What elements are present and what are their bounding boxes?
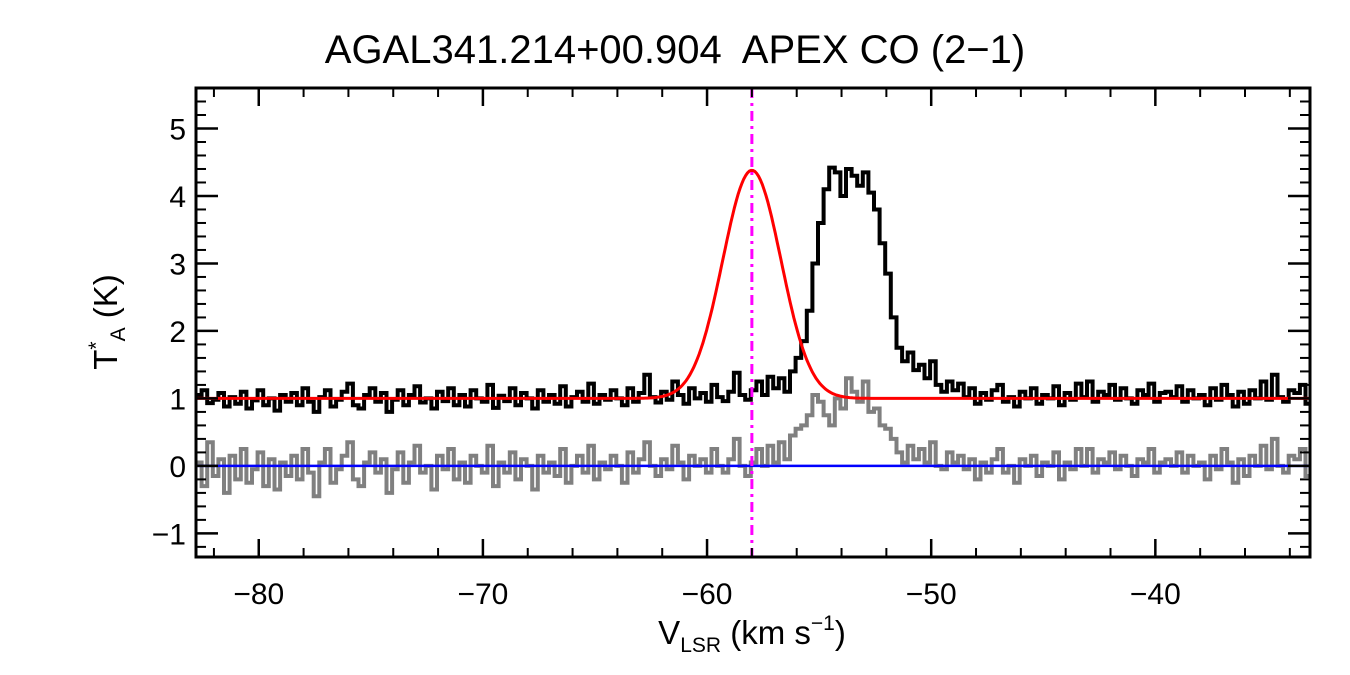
y-tick-label: 5 [169, 113, 186, 146]
x-axis-label-unit-close: ) [834, 614, 846, 651]
y-axis-label-main: T [87, 349, 124, 370]
gaussian-fit-curve [196, 168, 1310, 400]
x-axis-label-sub: LSR [680, 634, 722, 657]
residual-spectrum-line [196, 376, 1310, 499]
y-tick-label: 4 [169, 181, 186, 214]
chart-title: AGAL341.214+00.904 APEX CO (2−1) [324, 28, 1026, 72]
y-axis-label-unit: (K) [87, 274, 124, 328]
y-tick-label: 3 [169, 248, 186, 281]
x-tick-label: −50 [906, 578, 957, 611]
y-axis-label: T*A (K) [85, 274, 131, 370]
y-axis-label-sup: * [85, 341, 108, 350]
x-axis-label: VLSR (km s−1) [658, 612, 846, 658]
y-tick-label: 0 [169, 451, 186, 484]
x-tick-label: −70 [457, 578, 508, 611]
y-axis-label-sub: A [107, 327, 130, 342]
observed-spectrum-line [196, 165, 1310, 414]
x-axis-label-sup: −1 [810, 612, 835, 635]
y-tick-label: −1 [152, 518, 186, 551]
x-tick-label: −80 [233, 578, 284, 611]
plot-frame [194, 86, 1312, 559]
x-axis-label-unit-open: (km s [721, 614, 811, 651]
y-tick-label: 1 [169, 383, 186, 416]
x-tick-label: −60 [682, 578, 733, 611]
y-tick-label: 2 [169, 316, 186, 349]
x-tick-label: −40 [1130, 578, 1181, 611]
x-axis-label-main: V [658, 614, 681, 651]
